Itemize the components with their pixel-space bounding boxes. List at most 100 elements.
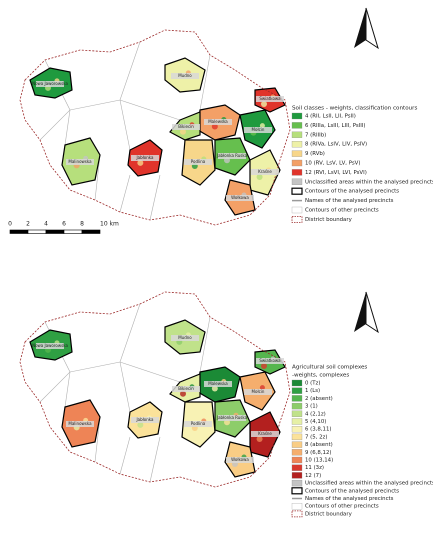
precinct-contour [119,99,181,121]
precinct-name: Swiatkowa [259,96,281,101]
name-label-bg [184,421,212,427]
precinct-contour [64,371,71,408]
legend-item: Contours of other precincts [291,502,379,510]
legend-label: 9 (RVb) [305,151,325,157]
name-label-bg [244,389,272,395]
legend-label: 11 (3z) [305,465,324,471]
legend-swatch [291,502,303,510]
legend-swatch [291,510,303,518]
name-label-bg [172,386,200,392]
precinct-name: Podlina [191,159,206,164]
name-label-bg [131,155,159,161]
legend-label: 12 (RVI, LsVI, LVI, PsVI) [305,170,367,176]
legend-label: 4 (2,1z) [305,411,326,417]
soil-patch [259,385,265,391]
legend-swatch [291,169,303,176]
legend-label: 3 (1) [305,404,318,410]
legend-swatch [291,141,303,148]
legend-item: 12 (7) [291,472,321,479]
precinct-name: Bikiecin [178,124,194,129]
name-label-bg [66,421,94,427]
legend-item: 8 (RIVa, LsIV, LIV, PsIV) [291,141,367,148]
scale-segment [9,229,29,234]
legend-swatch [291,122,303,129]
north-arrow [354,7,379,50]
soil-patch [180,390,186,397]
north-arrow-half [365,7,379,50]
legend-swatch [291,410,303,417]
legend-label: 6 (RIIIa, LsIII, LIII, PsIII) [305,123,366,129]
legend-label: Contours of other precincts [305,504,379,510]
soil-patch [261,363,267,369]
name-label-bg [66,159,94,165]
soil-patch [180,128,186,135]
scale-bar: 0 2 4 6 8 10 km [8,221,119,234]
precinct-name: Malewska [208,381,228,386]
name-label-bg [171,335,199,341]
precinct-contour [64,109,71,146]
legend-label: 8 (RIVa, LsIV, LIV, PsIV) [305,142,367,148]
legend-swatch [291,206,303,214]
legend-label: 0 (Tz) [305,381,320,387]
precinct-name: Jabłonka [136,155,155,160]
name-label-bg [131,417,159,423]
legend-label: District boundary [305,511,353,517]
legend-item: 4 (2,1z) [291,410,326,417]
legend-label: Names of the analysed precincts [305,496,394,502]
map-panel: Nowa Jaworowska Mudno Jabłonka Malinowska Ma… [19,291,433,518]
legend-item: 9 (RVb) [291,150,325,157]
precinct-contour [199,316,211,373]
legend-item: 6 (RIIIa, LsIII, LIII, PsIII) [291,122,366,129]
precinct-name: Bikiecin [178,386,194,391]
legend-label: 10 (RV, LsV, LV, PsV) [305,161,360,167]
legend-swatch [291,395,303,402]
legend-item: 7 (5, 2z) [291,433,327,440]
legend-item: 3 (1) [291,402,318,410]
precinct-name: Kraśne [258,169,272,174]
name-label-bg [226,195,254,201]
legend-label: Unclassified areas within the analysed p… [305,179,433,185]
scale-segment [45,229,65,234]
soil-patch [256,436,263,442]
precinct-name: Kraśne [258,431,272,436]
precinct-contour [149,174,161,221]
name-label-bg [204,119,232,125]
precinct-name: Nowa Jaworowska [32,81,68,86]
legend-swatch [291,178,303,185]
legend-label: Contours of the analysed precincts [305,488,399,494]
legend-swatch [291,150,303,157]
precinct-name: Jabłonka Ruska [216,153,248,158]
precinct-name: Malinowska [68,159,92,164]
legend-swatch [291,387,303,394]
legend-label: 7 (RIIIb) [305,132,326,138]
legend-item: 5 (4,10) [291,418,326,425]
legend-swatch [291,426,303,433]
legend-label: 5 (4,10) [305,419,326,425]
precinct-name: Jabłonka [136,417,155,422]
legend-swatch [291,449,303,456]
north-arrow [354,291,379,334]
scale-label: 2 [26,221,30,228]
name-label-bg [256,96,284,102]
name-label-bg [184,159,212,165]
precinct-name: Nowa Jaworowska [32,343,68,348]
precinct-name: Jabłonka Ruska [216,415,248,420]
legend-swatch [291,159,303,167]
precinct-name: Malewska [208,119,228,124]
legend-label: Names of the analysed precincts [305,198,394,204]
legend-item: 0 (Tz) [291,379,320,387]
legend-swatch [291,441,303,448]
legend-title: Agricultural soil complexes [292,365,367,371]
legend-item: 1 (Ls) [291,387,320,394]
north-arrow-half [354,8,366,48]
district-boundary [19,291,291,488]
precinct-name: Mołcin [252,389,265,394]
name-label-bg [256,358,284,364]
precinct-contour [119,361,181,383]
legend-swatch [291,402,303,410]
scale-label: 8 [80,221,84,228]
scale-segment [63,229,83,234]
legend-item: Unclassified areas within the analysed p… [291,479,433,487]
legend-label: 9 (6,8,12) [305,450,332,456]
